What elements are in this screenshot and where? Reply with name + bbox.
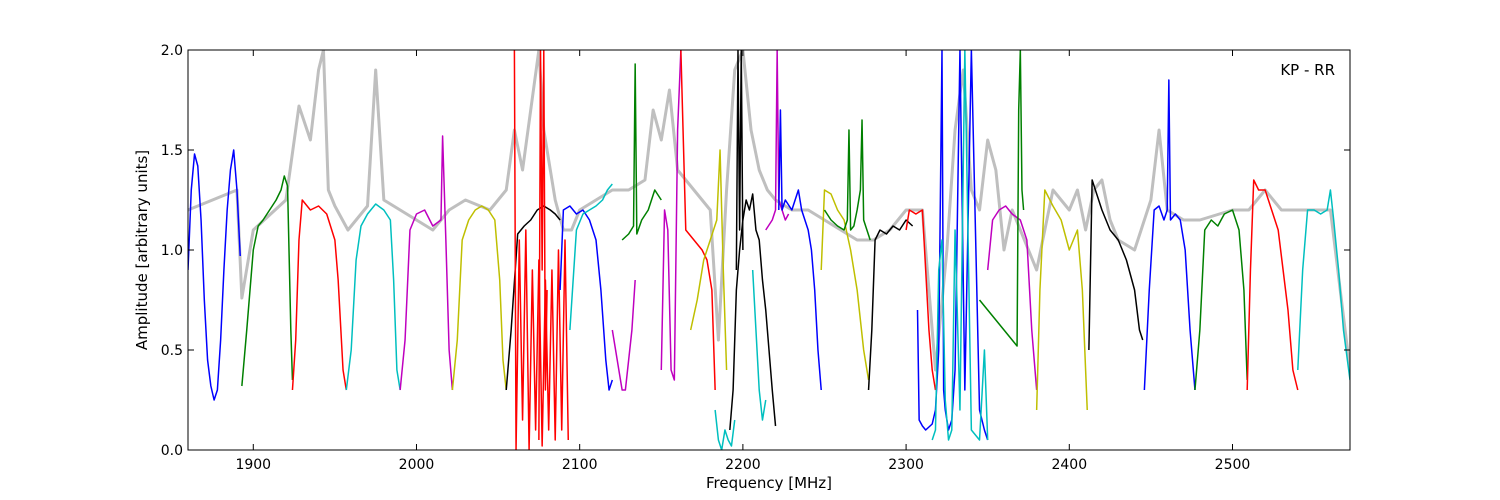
- series-line-20: [765, 50, 790, 231]
- series-line-25: [905, 209, 937, 391]
- series-line-2: [291, 199, 348, 391]
- x-tick-label: 2500: [1215, 457, 1251, 473]
- series-line-29: [978, 50, 1025, 347]
- series-line-23: [823, 119, 871, 241]
- series-line-1: [241, 175, 294, 387]
- series-line-27: [931, 50, 989, 441]
- series-line-7: [513, 50, 570, 450]
- series-line-17: [729, 193, 777, 431]
- series-line-9: [559, 205, 614, 391]
- series-line-30: [1035, 189, 1088, 411]
- series-line-12: [621, 63, 662, 241]
- series-line-0: [188, 149, 241, 401]
- series-line-3: [345, 203, 401, 391]
- series-line-16: [714, 409, 736, 450]
- series-line-11: [611, 279, 636, 391]
- x-tick-label: 1900: [235, 457, 271, 473]
- y-tick-label: 2.0: [161, 43, 183, 59]
- series-line-24: [867, 219, 914, 391]
- series-line-5: [451, 205, 507, 391]
- series-line-4: [399, 135, 454, 391]
- y-axis-title: Amplitude [arbitrary units]: [133, 150, 151, 350]
- x-tick-label: 2000: [399, 457, 435, 473]
- series-line-8: [538, 50, 548, 441]
- series-line-15: [689, 149, 728, 371]
- x-tick-label: 2100: [562, 457, 598, 473]
- x-tick-label: 2200: [725, 457, 761, 473]
- series-line-6: [505, 205, 561, 391]
- series-line-35: [1297, 189, 1350, 381]
- y-tick-label: 1.0: [161, 243, 183, 259]
- series-line-19: [751, 269, 767, 421]
- series-line-13: [660, 50, 682, 381]
- series-line-32: [1143, 79, 1196, 391]
- x-axis-title: Frequency [MHz]: [706, 474, 832, 492]
- series-line-31: [1088, 179, 1144, 351]
- tick-layer: 1900 2000 2100 2200 2300 2400 2500 0.0 0.5 1.0 1.5…: [161, 43, 1350, 473]
- series-line-21: [778, 109, 822, 391]
- y-tick-label: 0.5: [161, 343, 183, 359]
- x-tick-label: 2300: [888, 457, 924, 473]
- y-tick-label: 0.0: [161, 443, 183, 459]
- series-line-26: [916, 50, 989, 441]
- series-layer: [188, 50, 1350, 450]
- series-line-34: [1246, 179, 1299, 391]
- chart-annotation: KP - RR: [1280, 61, 1335, 79]
- y-tick-label: 1.5: [161, 143, 183, 159]
- series-line-22: [820, 189, 870, 381]
- background-series-line: [188, 50, 1350, 372]
- series-line-10: [569, 183, 613, 331]
- series-line-33: [1194, 209, 1248, 391]
- series-line-18: [735, 50, 744, 271]
- series-line-28: [986, 205, 1038, 391]
- x-tick-label: 2400: [1051, 457, 1087, 473]
- series-line-14: [680, 50, 716, 391]
